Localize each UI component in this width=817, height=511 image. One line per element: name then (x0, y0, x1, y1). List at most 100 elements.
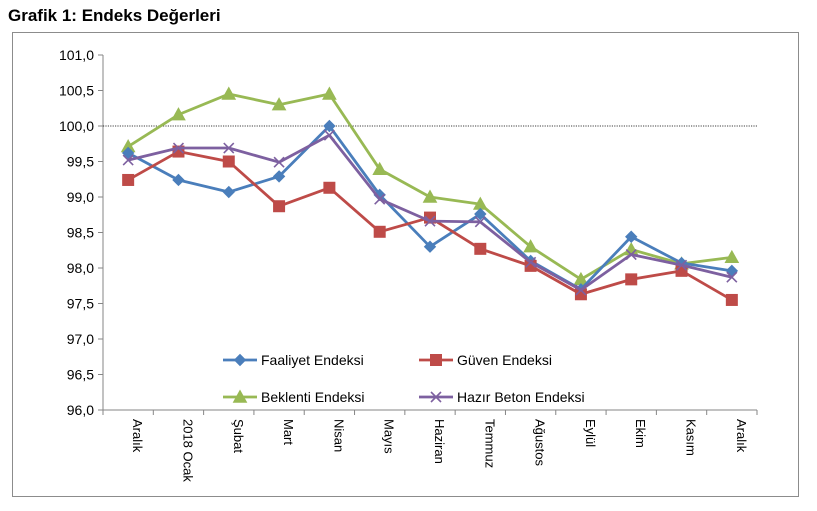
data-point-x (675, 259, 688, 271)
y-tick-label: 101,0 (59, 47, 94, 63)
y-tick-label: 96,5 (67, 367, 94, 383)
y-tick-label: 99,0 (67, 189, 94, 205)
data-point-x (273, 156, 285, 168)
y-tick-label: 98,5 (67, 225, 94, 241)
x-tick-label: Ekim (633, 419, 648, 448)
data-point-x (625, 248, 637, 261)
x-tick-label: Mayıs (382, 419, 397, 454)
data-point-diamond (323, 119, 336, 133)
data-point-triangle (271, 97, 287, 111)
legend-item: Faaliyet Endeksi (223, 352, 364, 368)
y-tick-label: 97,5 (67, 296, 94, 312)
series-group (120, 86, 740, 306)
x-stroke (525, 256, 537, 268)
data-point-triangle (232, 389, 248, 403)
x-stroke (675, 259, 688, 271)
series-beklenti-endeksi (120, 86, 740, 286)
data-point-square (725, 293, 738, 306)
data-point-triangle (623, 242, 639, 256)
data-point-square (323, 181, 336, 194)
data-point-square (474, 242, 487, 255)
legend-item: Beklenti Endeksi (223, 389, 365, 405)
x-tick-label: Şubat (231, 419, 246, 453)
data-point-x (374, 193, 386, 205)
data-point-triangle (422, 189, 438, 203)
data-point-x (122, 154, 134, 166)
data-point-diamond (233, 353, 247, 367)
legend-label: Faaliyet Endeksi (261, 352, 364, 368)
x-tick-label: 2018 Ocak (180, 419, 195, 482)
chart-frame: 96,0 96,5 97,0 97,5 98,0 98,5 99,0 99,5 100,0 100… (12, 32, 799, 497)
data-point-diamond (272, 170, 286, 183)
data-point-square (373, 225, 386, 238)
legend-label: Hazır Beton Endeksi (457, 389, 585, 405)
x-stroke (430, 391, 442, 403)
x-stroke (424, 215, 436, 227)
x-stroke (122, 154, 134, 166)
x-stroke (323, 129, 335, 141)
legend-item: Hazır Beton Endeksi (419, 389, 585, 405)
x-stroke (273, 156, 285, 168)
data-point-square (222, 155, 235, 168)
line-chart: 96,0 96,5 97,0 97,5 98,0 98,5 99,0 99,5 100,0 100… (59, 47, 758, 482)
data-point-x (323, 129, 335, 141)
series-line (127, 124, 733, 291)
data-point-diamond (625, 230, 638, 243)
data-point-diamond (474, 207, 487, 221)
data-point-x (430, 391, 442, 403)
x-stroke (374, 193, 386, 205)
y-tick-label: 99,5 (67, 154, 94, 170)
x-tick-label: Nisan (331, 419, 346, 452)
chart-title: Grafik 1: Endeks Değerleri (8, 6, 221, 25)
data-point-x (726, 271, 738, 283)
data-point-x (525, 256, 537, 268)
legend-item: Güven Endeksi (419, 352, 552, 368)
legend: Faaliyet Endeksi Güven Endeksi Beklenti En… (223, 352, 585, 405)
x-stroke (172, 142, 185, 154)
x-tick-label: Temmuz (482, 419, 497, 468)
data-point-square (625, 273, 638, 286)
data-point-square (273, 200, 286, 213)
x-stroke (625, 248, 637, 261)
data-point-x (223, 142, 235, 154)
x-tick-label: Kasım (684, 419, 699, 456)
series-line (127, 150, 733, 302)
y-tick-label: 100,0 (59, 118, 94, 134)
y-tick-label: 97,0 (67, 331, 94, 347)
x-tick-label: Ağustos (533, 419, 548, 466)
x-axis-ticks: Aralık 2018 Ocak Şubat Mart Nisan Mayıs Hazira… (102, 410, 758, 482)
x-tick-label: Aralık (130, 419, 145, 453)
y-tick-label: 100,5 (59, 83, 94, 99)
y-tick-label: 96,0 (67, 402, 94, 418)
x-tick-label: Aralık (734, 419, 749, 453)
data-point-square (430, 354, 442, 366)
x-tick-label: Haziran (432, 419, 447, 464)
data-point-diamond (725, 264, 739, 278)
data-point-diamond (121, 146, 135, 160)
data-point-square (172, 145, 185, 158)
data-point-diamond (222, 185, 235, 199)
y-axis-ticks: 96,0 96,5 97,0 97,5 98,0 98,5 99,0 99,5 100,0 100… (59, 47, 103, 418)
data-point-triangle (171, 107, 186, 121)
data-point-x (424, 215, 436, 227)
data-point-x (474, 216, 486, 228)
legend-label: Güven Endeksi (457, 352, 552, 368)
data-point-triangle (322, 86, 337, 100)
data-point-diamond (172, 173, 185, 187)
data-point-diamond (423, 240, 437, 253)
x-tick-label: Eylül (583, 419, 598, 447)
data-point-x (172, 142, 185, 154)
x-stroke (575, 284, 587, 296)
data-point-square (122, 173, 135, 186)
x-stroke (223, 142, 235, 154)
data-point-triangle (221, 86, 237, 100)
legend-label: Beklenti Endeksi (261, 389, 365, 405)
series-g-ven-endeksi (122, 145, 738, 306)
data-point-triangle (724, 249, 740, 264)
data-point-triangle (523, 239, 538, 253)
x-stroke (726, 271, 738, 283)
x-stroke (474, 216, 486, 228)
data-point-x (575, 284, 587, 296)
y-tick-label: 98,0 (67, 260, 94, 276)
x-tick-label: Mart (281, 419, 296, 445)
